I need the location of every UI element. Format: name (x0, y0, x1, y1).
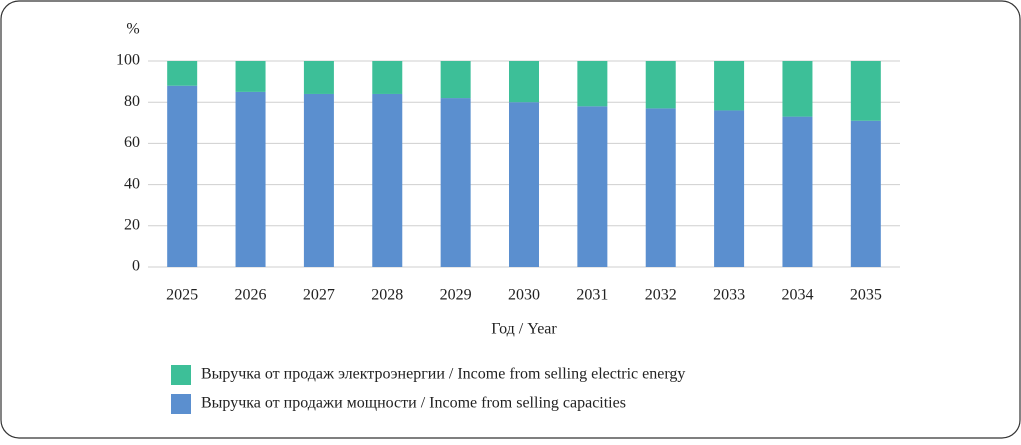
x-tick-label: 2029 (440, 287, 472, 304)
bar-segment (645, 108, 676, 267)
bar-segment (714, 61, 745, 111)
x-tick-label: 2033 (713, 287, 745, 304)
x-tick-label: 2026 (235, 287, 267, 304)
y-tick-label: 60 (124, 134, 140, 151)
bar-segment (509, 61, 539, 103)
bar-segment (167, 85, 198, 267)
bar-segment (440, 61, 471, 99)
bar-segment (235, 61, 266, 92)
x-tick-label: 2031 (576, 287, 608, 304)
x-tick-label: 2025 (166, 287, 198, 304)
bar-segment (782, 61, 813, 117)
bar-segment (645, 61, 676, 109)
bar-segment (509, 102, 539, 267)
x-tick-label: 2034 (781, 287, 813, 304)
x-axis-label: Год / Year (491, 321, 557, 338)
bar-segment (782, 116, 813, 268)
legend-swatch (171, 365, 191, 385)
y-tick-label: 100 (116, 52, 140, 69)
bar-segment (235, 91, 266, 268)
x-tick-label: 2027 (303, 287, 335, 304)
x-tick-label: 2028 (371, 287, 403, 304)
x-tick-label: 2035 (850, 287, 882, 304)
bar-segment (577, 61, 608, 107)
y-tick-label: 40 (124, 175, 140, 192)
bar-segment (303, 93, 334, 268)
y-tick-label: 20 (124, 216, 140, 233)
bar-segment (303, 61, 334, 94)
bar-segment (850, 61, 881, 121)
y-tick-label: 0 (132, 258, 140, 275)
x-tick-label: 2030 (508, 287, 540, 304)
legend-label: Выручка от продаж электроэнергии / Incom… (201, 366, 685, 383)
legend-swatch (171, 394, 191, 414)
legend-label: Выручка от продажи мощности / Income fro… (201, 395, 626, 412)
bar-segment (577, 106, 608, 267)
x-tick-label: 2032 (645, 287, 677, 304)
bar-segment (440, 98, 471, 267)
bar-segment (372, 93, 403, 268)
bar-segment (850, 120, 881, 268)
y-tick-label: 80 (124, 93, 140, 110)
bar-segment (372, 61, 403, 94)
y-axis-label: % (126, 21, 139, 38)
bar-segment (167, 61, 198, 86)
bar-segment (714, 110, 745, 267)
